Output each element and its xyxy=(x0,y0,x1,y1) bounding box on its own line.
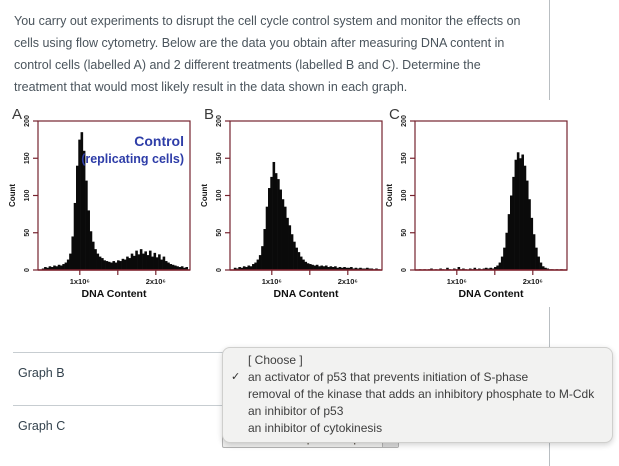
svg-text:50: 50 xyxy=(216,229,223,237)
svg-text:1x10⁶: 1x10⁶ xyxy=(70,277,90,286)
x-axis-label: DNA Content xyxy=(274,288,339,300)
plot-frame xyxy=(229,120,383,271)
dropdown-option-choose[interactable]: [ Choose ] xyxy=(248,353,303,367)
plot-frame xyxy=(414,120,568,271)
svg-text:50: 50 xyxy=(401,229,408,237)
y-axis-ticks: 0 50 100 150 200 xyxy=(401,115,415,272)
svg-text:0: 0 xyxy=(24,268,31,272)
y-axis-ticks: 0 50 100 150 200 xyxy=(216,115,230,272)
control-annotation: (replicating cells) xyxy=(81,152,184,166)
question-text: You carry out experiments to disrupt the… xyxy=(14,14,521,94)
dropdown-option-p53-inhibitor[interactable]: an inhibitor of p53 xyxy=(248,404,344,418)
svg-text:200: 200 xyxy=(401,115,408,127)
svg-text:2x10⁶: 2x10⁶ xyxy=(338,277,358,286)
histogram-b: 1x10⁶ 2x10⁶ 0 50 100 150 200 Count DNA Content xyxy=(200,115,383,300)
graph-c-letter: C xyxy=(389,106,400,123)
y-axis-label: Count xyxy=(8,184,17,207)
svg-text:1x10⁶: 1x10⁶ xyxy=(447,277,467,286)
histogram-bars xyxy=(233,161,381,271)
dropdown-menu: [ Choose ] ✓ an activator of p53 that pre… xyxy=(222,347,613,443)
y-axis-ticks: 0 50 100 150 200 xyxy=(24,115,38,272)
svg-text:100: 100 xyxy=(216,190,223,202)
histogram-bars xyxy=(41,132,189,271)
dropdown-option-p53-activator[interactable]: ✓ an activator of p53 that prevents initi… xyxy=(231,370,529,384)
x-axis-ticks: 1x10⁶ 2x10⁶ xyxy=(70,270,166,286)
svg-text:0: 0 xyxy=(216,268,223,272)
svg-text:150: 150 xyxy=(216,152,223,164)
graph-b-row-label: Graph B xyxy=(18,366,65,380)
graph-b-letter: B xyxy=(204,106,215,123)
x-axis-label: DNA Content xyxy=(82,288,147,300)
svg-text:2x10⁶: 2x10⁶ xyxy=(523,277,543,286)
dropdown-option-kinase-removal[interactable]: removal of the kinase that adds an inhib… xyxy=(248,387,595,401)
x-axis-label: DNA Content xyxy=(459,288,524,300)
svg-text:2x10⁶: 2x10⁶ xyxy=(146,277,166,286)
histogram-c: 1x10⁶ 2x10⁶ 0 50 100 150 200 Count DNA Content xyxy=(385,115,568,300)
svg-text:50: 50 xyxy=(24,229,31,237)
control-annotation: Control xyxy=(134,133,184,149)
graph-panel-b: B 1x10⁶ 2x10⁶ 0 50 100 150 200 Count DNA Content xyxy=(200,105,390,307)
svg-text:200: 200 xyxy=(24,115,31,127)
checkmark-icon: ✓ xyxy=(231,371,241,383)
histogram-bars xyxy=(418,152,563,271)
svg-text:0: 0 xyxy=(401,268,408,272)
svg-text:100: 100 xyxy=(24,190,31,202)
svg-text:150: 150 xyxy=(401,152,408,164)
svg-text:150: 150 xyxy=(24,152,31,164)
x-axis-ticks: 1x10⁶ 2x10⁶ xyxy=(262,270,358,286)
svg-text:100: 100 xyxy=(401,190,408,202)
graph-c-row-label: Graph C xyxy=(18,419,66,433)
x-axis-ticks: 1x10⁶ 2x10⁶ xyxy=(447,270,543,286)
y-axis-label: Count xyxy=(200,184,209,207)
dropdown-option-cytokinesis-inhibitor[interactable]: an inhibitor of cytokinesis xyxy=(248,421,383,435)
graph-panel-c: C 1x10⁶ 2x10⁶ 0 50 100 150 200 Count DNA Content xyxy=(385,105,575,307)
graph-a-letter: A xyxy=(12,106,23,123)
vertical-divider xyxy=(549,0,550,100)
svg-text:200: 200 xyxy=(216,115,223,127)
histogram-a: 1x10⁶ 2x10⁶ 0 50 100 150 200 Count DNA Content Co… xyxy=(8,115,191,300)
graph-panel-a: A 1x10⁶ 2x10⁶ 0 50 100 150 200 Count DNA Content… xyxy=(8,105,198,307)
y-axis-label: Count xyxy=(385,184,394,207)
svg-text:1x10⁶: 1x10⁶ xyxy=(262,277,282,286)
